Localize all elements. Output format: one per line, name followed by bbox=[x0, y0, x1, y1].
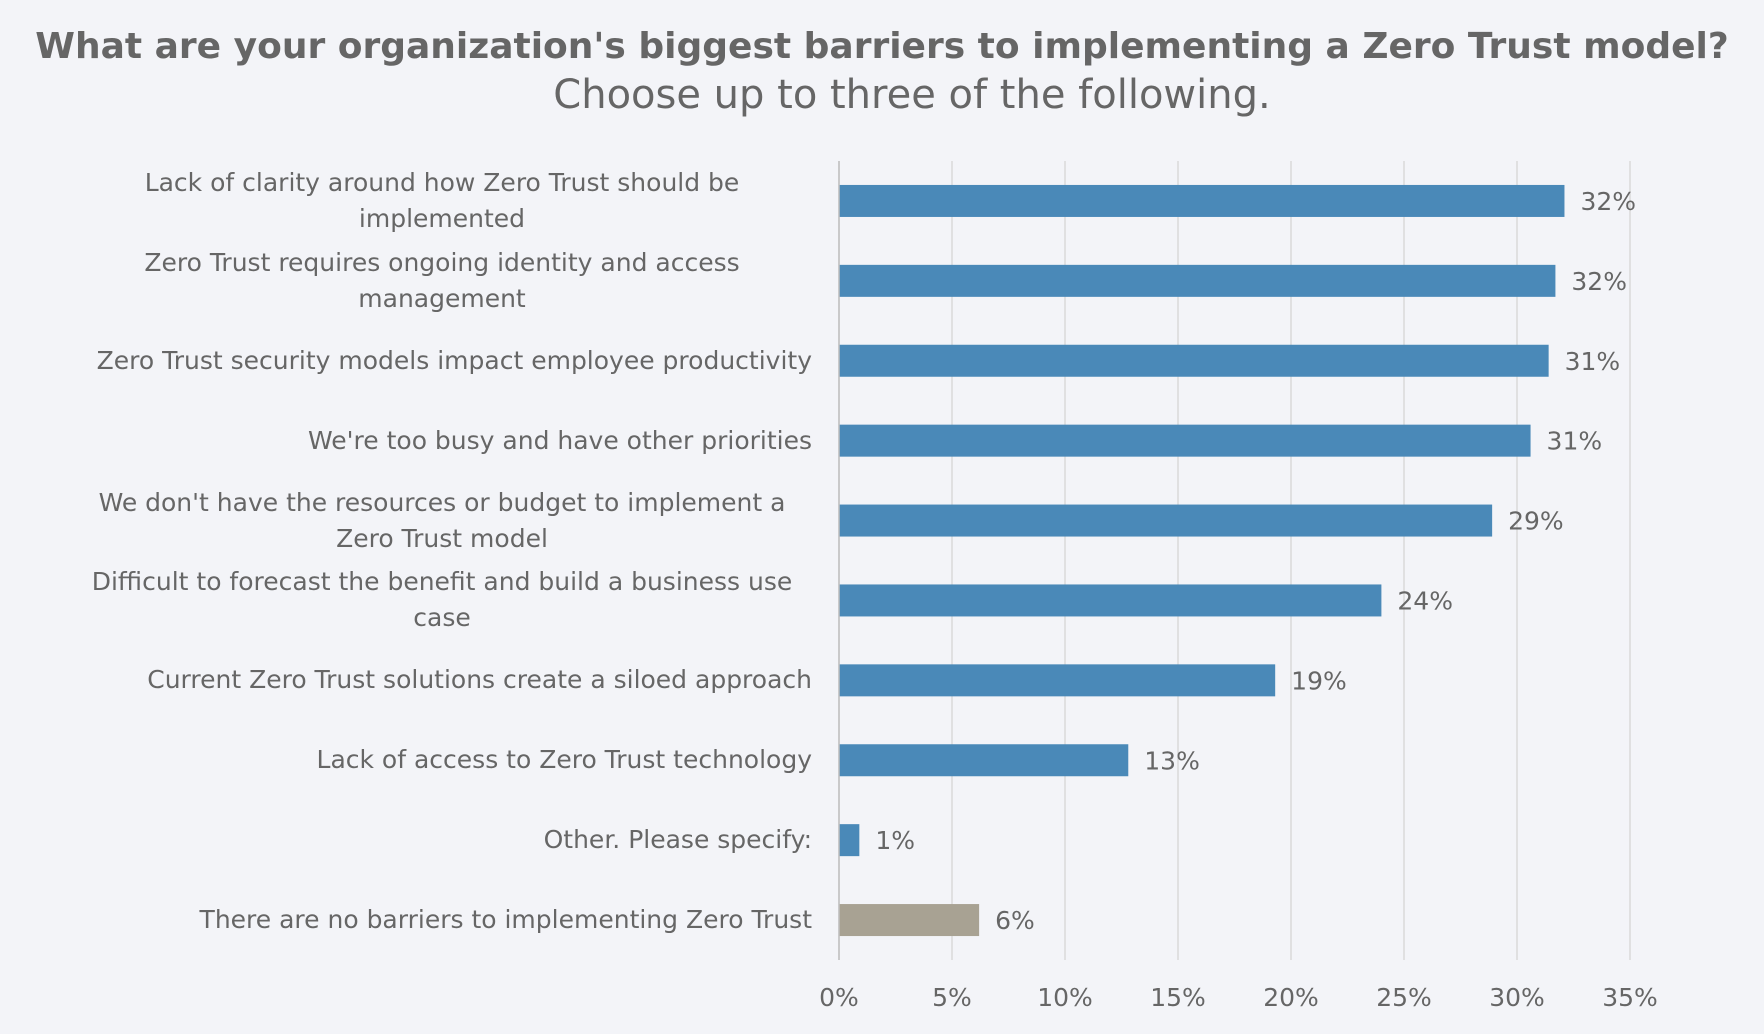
category-label: Current Zero Trust solutions create a si… bbox=[72, 662, 812, 698]
chart-title: What are your organization's biggest bar… bbox=[35, 26, 1728, 67]
category-text: Difficult to forecast the benefit and bu… bbox=[91, 567, 793, 633]
bar bbox=[839, 584, 1382, 617]
category-text: Zero Trust requires ongoing identity and… bbox=[144, 247, 740, 313]
category-text: Lack of access to Zero Trust technology bbox=[316, 745, 812, 775]
category-text: We're too busy and have other priorities bbox=[308, 425, 812, 455]
value-label: 32% bbox=[1571, 267, 1627, 296]
category-label: Other. Please specify: bbox=[72, 822, 812, 858]
category-text: We don't have the resources or budget to… bbox=[98, 487, 786, 553]
bar bbox=[839, 824, 860, 857]
x-tick-label: 5% bbox=[932, 983, 972, 1012]
value-label: 31% bbox=[1547, 427, 1603, 456]
category-text: Lack of clarity around how Zero Trust sh… bbox=[144, 167, 740, 233]
category-label: Zero Trust requires ongoing identity and… bbox=[72, 245, 812, 317]
bar bbox=[839, 184, 1565, 217]
bar bbox=[839, 424, 1531, 457]
category-label: Lack of access to Zero Trust technology bbox=[72, 742, 812, 778]
category-label: Difficult to forecast the benefit and bu… bbox=[72, 564, 812, 636]
chart-subtitle: Choose up to three of the following. bbox=[553, 72, 1270, 118]
x-tick-label: 15% bbox=[1150, 983, 1206, 1012]
value-label: 32% bbox=[1580, 187, 1636, 216]
value-label: 13% bbox=[1144, 746, 1200, 775]
category-label: We're too busy and have other priorities bbox=[72, 423, 812, 459]
category-label: We don't have the resources or budget to… bbox=[72, 485, 812, 557]
bar bbox=[839, 744, 1129, 777]
category-label: Lack of clarity around how Zero Trust sh… bbox=[72, 165, 812, 237]
value-label: 6% bbox=[995, 906, 1035, 935]
x-tick-label: 20% bbox=[1263, 983, 1319, 1012]
x-tick-label: 35% bbox=[1602, 983, 1658, 1012]
bar bbox=[839, 664, 1276, 697]
value-label: 1% bbox=[875, 826, 915, 855]
value-label: 19% bbox=[1291, 666, 1347, 695]
value-label: 31% bbox=[1565, 347, 1621, 376]
category-text: Zero Trust security models impact employ… bbox=[96, 345, 812, 375]
category-label: There are no barriers to implementing Ze… bbox=[72, 902, 812, 938]
category-text: Current Zero Trust solutions create a si… bbox=[147, 665, 812, 695]
bar bbox=[839, 344, 1549, 377]
bar bbox=[839, 264, 1556, 297]
category-text: There are no barriers to implementing Ze… bbox=[199, 905, 812, 935]
x-tick-label: 30% bbox=[1489, 983, 1545, 1012]
bar bbox=[839, 504, 1493, 537]
x-tick-label: 0% bbox=[819, 983, 859, 1012]
category-text: Other. Please specify: bbox=[543, 825, 812, 855]
x-tick-label: 25% bbox=[1376, 983, 1432, 1012]
x-tick-label: 10% bbox=[1037, 983, 1093, 1012]
bar bbox=[839, 904, 980, 937]
value-label: 24% bbox=[1397, 586, 1453, 615]
category-label: Zero Trust security models impact employ… bbox=[72, 343, 812, 379]
value-label: 29% bbox=[1508, 507, 1564, 536]
